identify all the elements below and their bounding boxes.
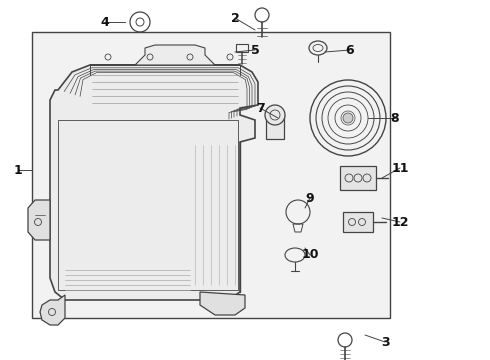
Bar [32, 32, 390, 318]
Text: 11: 11 [391, 162, 409, 175]
Polygon shape [90, 45, 240, 65]
Polygon shape [40, 295, 65, 325]
Text: 8: 8 [391, 112, 399, 125]
Text: 9: 9 [306, 192, 314, 204]
Text: 6: 6 [345, 44, 354, 57]
Text: 7: 7 [256, 102, 265, 114]
Polygon shape [200, 292, 245, 315]
Text: 1: 1 [14, 163, 23, 176]
Text: 2: 2 [231, 12, 240, 24]
Polygon shape [266, 115, 284, 139]
Text: 3: 3 [381, 336, 390, 348]
Text: 12: 12 [391, 216, 409, 229]
Polygon shape [340, 166, 376, 190]
Polygon shape [28, 200, 50, 240]
Text: 10: 10 [301, 248, 319, 261]
Polygon shape [343, 212, 373, 232]
Polygon shape [50, 65, 258, 300]
Text: 4: 4 [100, 15, 109, 28]
Text: 5: 5 [250, 44, 259, 57]
Circle shape [265, 105, 285, 125]
Circle shape [343, 113, 353, 123]
